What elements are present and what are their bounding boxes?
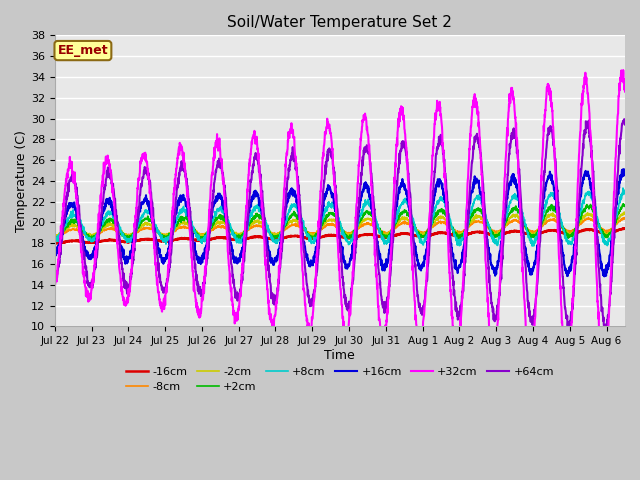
+32cm <box>602 368 609 373</box>
Line: +8cm: +8cm <box>55 188 625 246</box>
+64cm <box>534 281 541 287</box>
+32cm <box>408 250 415 256</box>
X-axis label: Time: Time <box>324 349 355 362</box>
-2cm <box>621 210 629 216</box>
+64cm <box>601 323 609 329</box>
-16cm <box>51 240 59 246</box>
+32cm <box>426 216 433 222</box>
+2cm <box>534 229 541 235</box>
-2cm <box>124 235 131 241</box>
+64cm <box>620 116 628 122</box>
-2cm <box>344 232 351 238</box>
Y-axis label: Temperature (C): Temperature (C) <box>15 130 28 232</box>
+16cm <box>51 252 59 258</box>
+8cm <box>84 235 92 241</box>
-2cm <box>426 228 433 233</box>
+8cm <box>408 212 415 218</box>
+64cm <box>621 120 629 126</box>
+64cm <box>343 305 351 311</box>
-8cm <box>621 215 629 221</box>
Line: +32cm: +32cm <box>55 70 625 378</box>
+2cm <box>124 238 132 243</box>
+16cm <box>408 225 415 231</box>
+32cm <box>51 283 59 289</box>
+32cm <box>620 67 627 73</box>
+16cm <box>534 242 541 248</box>
-16cm <box>408 232 416 238</box>
+8cm <box>426 229 433 235</box>
+16cm <box>84 253 92 259</box>
+8cm <box>602 241 609 247</box>
+2cm <box>621 204 629 209</box>
+2cm <box>426 226 433 231</box>
+64cm <box>408 222 415 228</box>
+64cm <box>51 277 59 283</box>
+8cm <box>619 185 627 191</box>
-2cm <box>51 233 59 239</box>
Title: Soil/Water Temperature Set 2: Soil/Water Temperature Set 2 <box>227 15 452 30</box>
-16cm <box>602 230 609 236</box>
-2cm <box>534 228 541 234</box>
+32cm <box>534 268 541 274</box>
+32cm <box>343 331 351 336</box>
+16cm <box>621 168 629 174</box>
-8cm <box>602 228 609 234</box>
-2cm <box>84 231 92 237</box>
+16cm <box>600 274 608 279</box>
+2cm <box>620 201 627 206</box>
+8cm <box>343 239 351 245</box>
+2cm <box>84 232 92 238</box>
-2cm <box>408 223 416 228</box>
-8cm <box>426 226 433 231</box>
+16cm <box>426 231 433 237</box>
Line: -16cm: -16cm <box>55 228 625 243</box>
Line: +64cm: +64cm <box>55 119 625 332</box>
-16cm <box>620 226 628 231</box>
-8cm <box>84 231 92 237</box>
Text: EE_met: EE_met <box>58 44 108 57</box>
Legend: -16cm, -8cm, -2cm, +2cm, +8cm, +16cm, +32cm, +64cm: -16cm, -8cm, -2cm, +2cm, +8cm, +16cm, +3… <box>122 362 558 396</box>
-16cm <box>426 233 433 239</box>
-2cm <box>620 209 628 215</box>
+2cm <box>408 216 416 222</box>
-16cm <box>534 231 541 237</box>
+16cm <box>602 273 609 278</box>
+8cm <box>529 243 536 249</box>
+8cm <box>51 234 59 240</box>
Line: +16cm: +16cm <box>55 169 625 276</box>
-8cm <box>408 223 416 229</box>
+32cm <box>621 89 629 95</box>
-16cm <box>344 235 351 240</box>
+2cm <box>51 236 59 242</box>
-8cm <box>534 227 541 233</box>
+64cm <box>426 245 433 251</box>
+16cm <box>620 167 628 172</box>
Line: -8cm: -8cm <box>55 218 625 237</box>
-8cm <box>344 231 351 237</box>
Line: -2cm: -2cm <box>55 212 625 238</box>
+32cm <box>84 299 92 304</box>
+16cm <box>343 266 351 272</box>
-8cm <box>51 233 59 239</box>
-16cm <box>621 226 629 231</box>
Line: +2cm: +2cm <box>55 204 625 240</box>
-2cm <box>602 230 609 236</box>
-16cm <box>54 240 61 246</box>
+2cm <box>602 232 609 238</box>
+32cm <box>601 375 609 381</box>
+64cm <box>602 329 609 335</box>
+8cm <box>621 187 629 193</box>
+2cm <box>344 233 351 239</box>
-8cm <box>88 234 95 240</box>
+64cm <box>84 282 92 288</box>
+8cm <box>534 234 541 240</box>
-16cm <box>84 240 92 245</box>
